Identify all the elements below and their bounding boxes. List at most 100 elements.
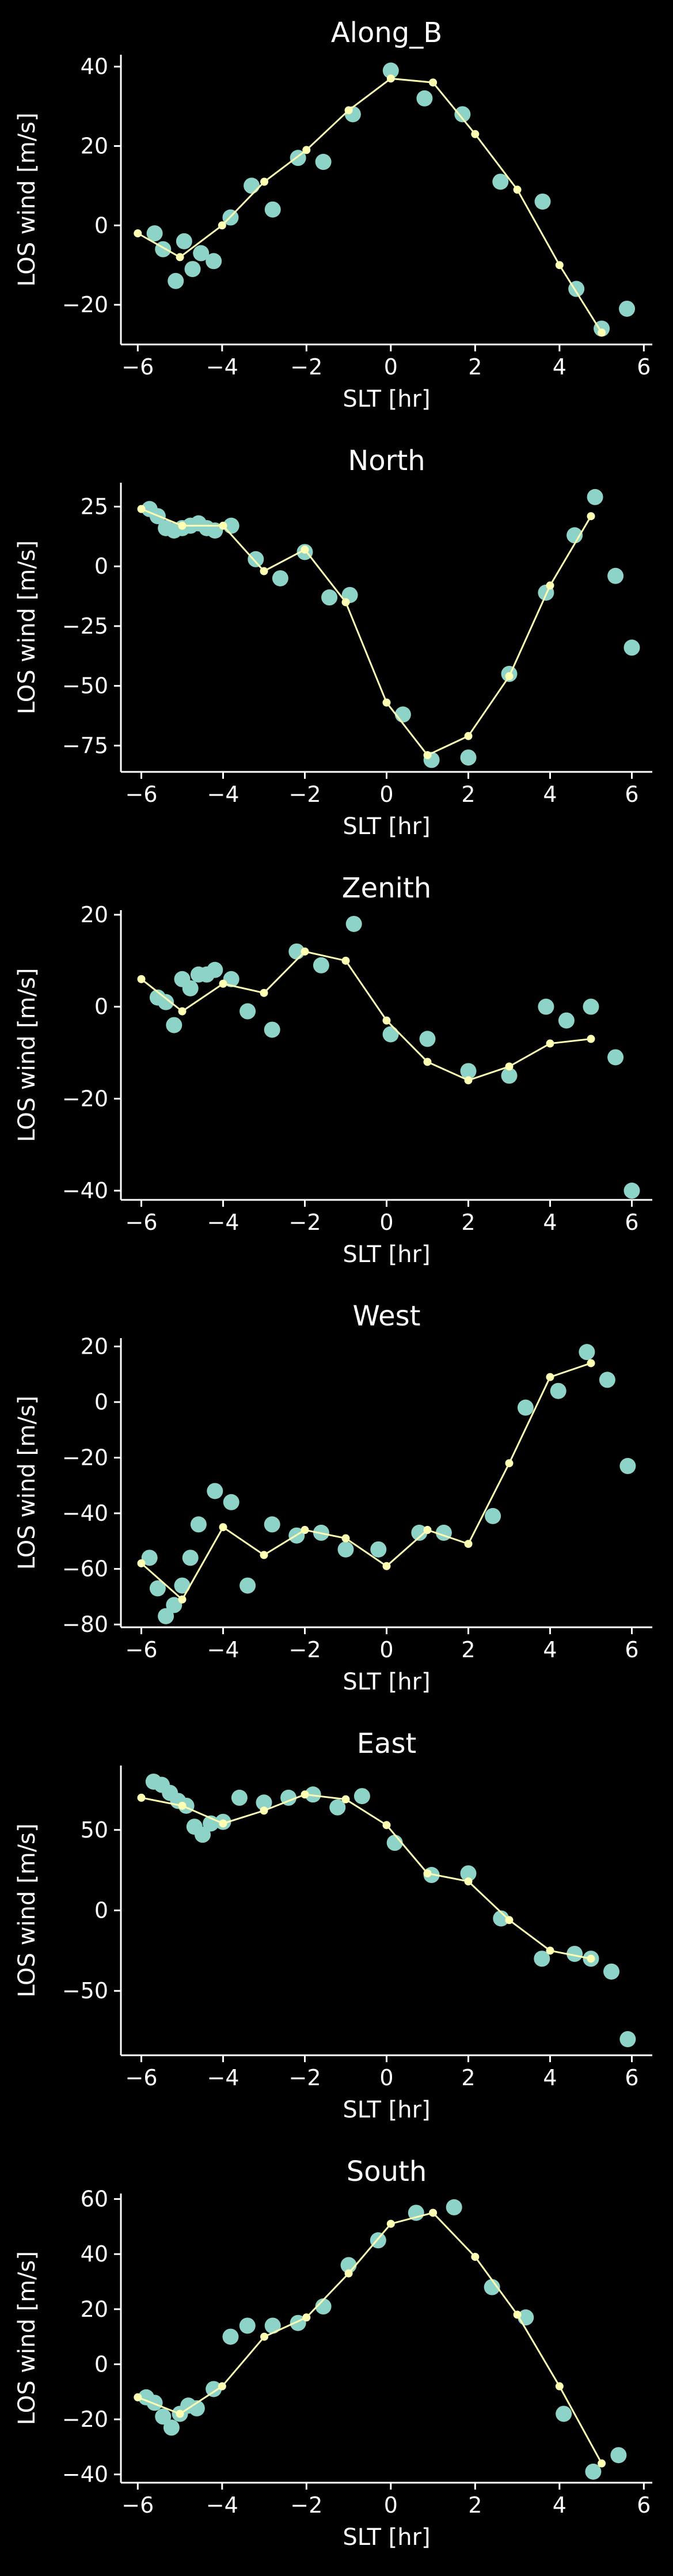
x-tick-label: −2 [290,2492,322,2518]
scatter-point [394,706,411,723]
scatter-point [256,1794,272,1811]
scatter-point [272,570,288,586]
scatter-point [484,2279,500,2295]
line-marker [137,1793,146,1802]
scatter-point [550,1382,566,1399]
y-tick-label: −60 [62,1556,108,1582]
x-axis-label: SLT [hr] [343,2524,430,2551]
scatter-point [538,998,554,1015]
scatter-point [313,957,329,973]
scatter-point [411,1524,428,1541]
scatter-point [182,980,199,997]
x-tick-label: −2 [288,1210,321,1235]
scatter-point [619,1458,636,1475]
chart-title: North [348,445,425,477]
line-marker [382,698,391,707]
scatter-point [146,225,163,242]
y-tick-label: 25 [81,494,108,519]
scatter-point [264,1516,280,1533]
x-tick-label: 4 [543,1210,557,1235]
scatter-point [184,261,201,278]
subplot-4: East −6 −4 −2 0 2 4 6 −50 0 50 SLT [hr] LOS wind [m/… [14,1728,652,2123]
scatter-point [168,272,184,289]
scatter-point [583,998,599,1015]
chart-title: West [352,1300,420,1332]
series-line [137,2211,603,2464]
line-marker [218,2382,226,2391]
scatter-point [193,245,210,262]
scatter-point [566,1945,583,1962]
line-marker [464,1540,473,1548]
y-tick-label: −75 [62,733,108,758]
scatter-point [534,193,551,210]
line-marker [137,505,146,513]
subplot-1: North −6 −4 −2 0 2 4 6 −75 −50 −25 0 25 SLT [hr] LOS w… [14,445,652,840]
line-marker [546,1946,554,1955]
x-tick-label: −2 [288,1637,321,1662]
line-marker [423,751,432,759]
line-marker [260,988,268,997]
line-marker [178,1007,187,1016]
y-axis-label: LOS wind [m/s] [14,540,40,714]
x-tick-label: 6 [625,1210,638,1235]
scatter-point [149,1580,166,1597]
line-marker [598,2459,606,2468]
line-marker [546,1039,554,1048]
y-tick-label: −40 [62,1178,108,1203]
y-tick-label: −20 [62,1445,108,1471]
x-axis-label: SLT [hr] [343,2097,430,2123]
scatter-point [558,1012,575,1029]
x-tick-label: 0 [384,2492,398,2518]
x-tick-label: 2 [461,1210,475,1235]
x-tick-label: 0 [379,1210,393,1235]
x-tick-label: 6 [637,354,651,380]
x-tick-label: 0 [379,782,393,807]
series-line [140,1362,591,1601]
line-marker [178,1595,187,1604]
x-axis-label: SLT [hr] [343,1241,430,1268]
scatter-point [244,177,260,194]
line-marker [464,1076,473,1085]
y-tick-label: −20 [62,1086,108,1111]
y-tick-label: 0 [94,994,108,1020]
x-tick-label: 0 [384,354,398,380]
line-marker [513,2310,522,2319]
scatter-point [566,527,583,544]
line-marker [260,2332,269,2341]
series-line [140,508,592,756]
scatter-point [382,62,399,79]
x-tick-label: 6 [625,1637,638,1662]
line-marker [587,512,595,521]
line-marker [341,1795,350,1804]
x-tick-label: 6 [625,2065,638,2090]
y-tick-label: −25 [62,613,108,639]
scatter-point [264,1021,280,1038]
scatter-point [623,639,640,656]
line-marker [505,1062,514,1071]
scatter-point [534,1950,550,1967]
x-tick-label: −6 [125,2065,157,2090]
scatter-point [195,1827,211,1843]
scatter-point [345,915,362,932]
scatter-point [206,253,222,270]
line-marker [178,1801,187,1810]
x-tick-label: 6 [637,2492,651,2518]
line-marker [302,2313,311,2322]
line-marker [429,78,438,87]
y-tick-label: 20 [81,1334,108,1359]
line-marker [178,521,187,530]
line-marker [260,1806,268,1815]
scatter-point [315,2298,332,2315]
x-tick-label: 2 [461,782,475,807]
x-tick-label: −2 [288,782,321,807]
scatter-point [585,2463,602,2480]
x-tick-label: 4 [543,2065,557,2090]
line-marker [513,185,522,194]
y-tick-label: −40 [62,1501,108,1526]
x-tick-label: −4 [206,354,238,380]
scatter-point [329,1799,346,1816]
